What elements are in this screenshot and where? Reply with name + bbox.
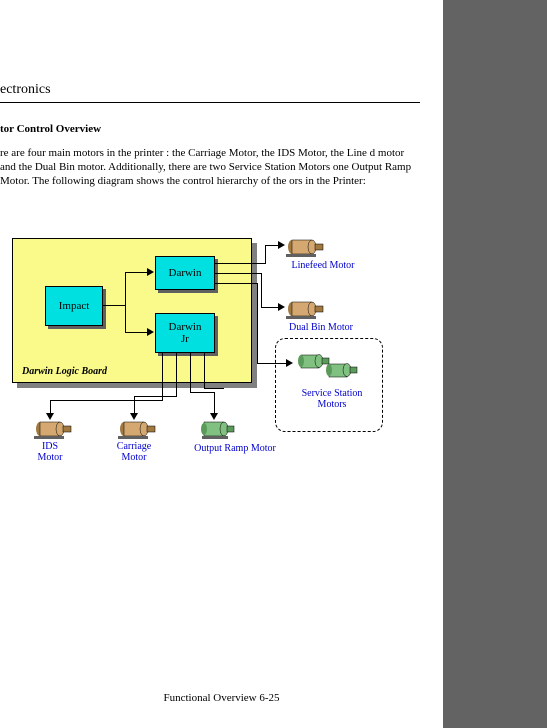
motor-icon bbox=[114, 418, 158, 442]
motor-label-ids: IDS Motor bbox=[26, 441, 74, 463]
motor-icon bbox=[282, 298, 326, 322]
page-content: ectronics tor Control Overview re are fo… bbox=[0, 0, 443, 468]
motor-label-dualbin: Dual Bin Motor bbox=[275, 322, 367, 333]
motor-label-service-station: Service Station Motors bbox=[288, 388, 376, 410]
motor-label-carriage: Carriage Motor bbox=[108, 441, 160, 463]
section-rule bbox=[0, 102, 420, 103]
motor-label-output-ramp: Output Ramp Motor bbox=[180, 443, 290, 454]
control-hierarchy-diagram: Darwin Logic Board Impact Darwin Darwin … bbox=[0, 208, 430, 468]
chip-darwin-jr: Darwin Jr bbox=[155, 313, 215, 353]
motor-icon bbox=[323, 360, 361, 382]
motor-icon bbox=[30, 418, 74, 442]
scrollbar-gutter bbox=[443, 0, 547, 728]
board-label: Darwin Logic Board bbox=[22, 366, 107, 377]
motor-icon bbox=[282, 236, 326, 260]
body-paragraph: re are four main motors in the printer :… bbox=[0, 147, 420, 188]
page-footer: Functional Overview 6-25 bbox=[0, 692, 443, 704]
chip-darwin: Darwin bbox=[155, 256, 215, 290]
chip-impact: Impact bbox=[45, 286, 103, 326]
subheading: tor Control Overview bbox=[0, 123, 443, 135]
section-header: ectronics bbox=[0, 82, 443, 100]
motor-label-linefeed: Linefeed Motor bbox=[278, 260, 368, 271]
motor-icon bbox=[198, 418, 238, 442]
